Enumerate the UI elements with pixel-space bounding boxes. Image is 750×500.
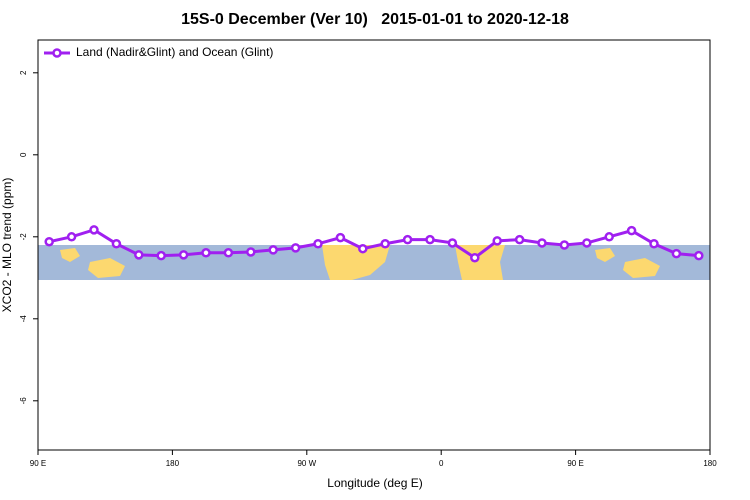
data-point (44, 236, 54, 247)
data-point (134, 250, 144, 260)
data-point (380, 239, 390, 249)
data-point (447, 238, 458, 248)
x-axis-label: Longitude (deg E) (327, 476, 422, 490)
data-point (358, 243, 368, 254)
y-axis-label: XCO2 - MLO trend (ppm) (0, 178, 14, 313)
plot-frame (37, 39, 711, 451)
data-point (268, 245, 278, 255)
data-point (246, 247, 256, 257)
data-point (178, 250, 189, 260)
data-point (313, 239, 323, 249)
data-point (492, 236, 502, 246)
y-tick-label: -2 (19, 233, 28, 241)
data-point (402, 234, 413, 245)
data-point (89, 225, 99, 235)
data-point (223, 248, 234, 258)
data-point (425, 234, 435, 245)
x-tick-label: 180 (166, 459, 180, 468)
legend-marker (52, 48, 62, 58)
data-point (514, 234, 525, 245)
y-tick-label: -6 (19, 397, 28, 405)
x-tick-label: 0 (439, 459, 444, 468)
data-point (290, 243, 301, 253)
x-tick-label: 90 E (30, 459, 46, 468)
data-point (671, 248, 682, 259)
data-point (66, 232, 77, 242)
data-point (470, 252, 480, 263)
x-tick-label: 90 W (297, 459, 316, 468)
x-tick-label: 90 E (567, 459, 583, 468)
y-tick-label: 2 (19, 70, 28, 75)
data-point (649, 239, 659, 249)
data-point (626, 225, 637, 236)
y-tick-label: 0 (19, 152, 28, 157)
legend-label: Land (Nadir&Glint) and Ocean (Glint) (76, 45, 273, 59)
data-point (111, 239, 122, 249)
y-tick-label: -4 (19, 315, 28, 323)
data-point (582, 238, 592, 248)
chart-title: 15S-0 December (Ver 10) 2015-01-01 to 20… (181, 11, 569, 28)
data-point (604, 232, 614, 242)
data-point (201, 248, 211, 258)
data-point (694, 250, 704, 261)
x-tick-label: 180 (703, 459, 717, 468)
data-point (559, 240, 570, 250)
data-point (335, 232, 346, 243)
data-point (156, 250, 166, 261)
data-point (537, 238, 547, 248)
